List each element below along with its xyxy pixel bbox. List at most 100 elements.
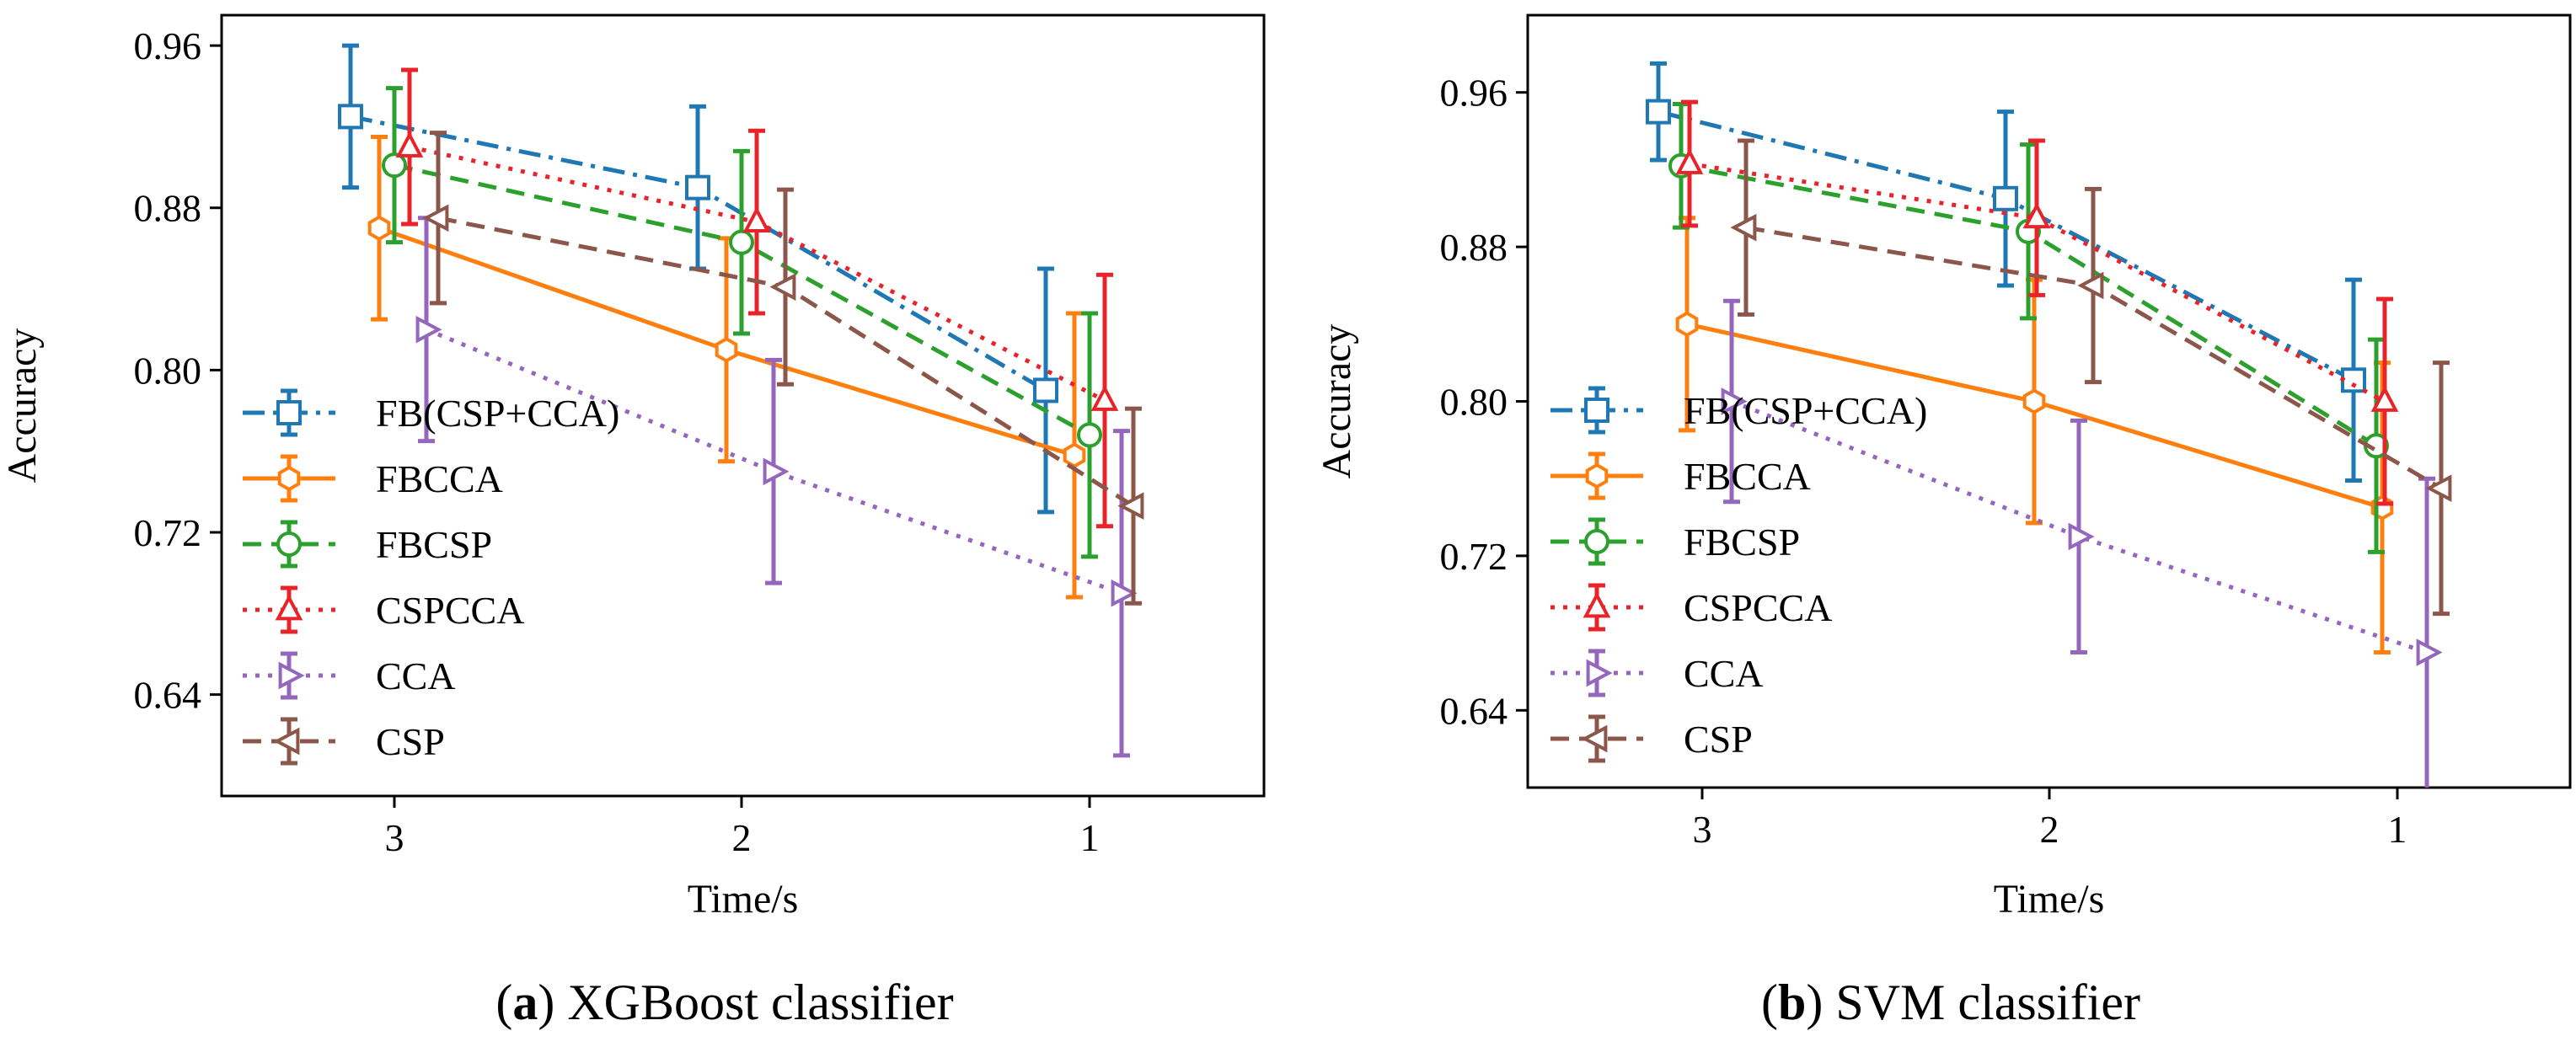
series-fb-csp-cca- xyxy=(1646,61,2366,483)
legend-label: CSPCCA xyxy=(376,589,524,632)
legend-item: CCA xyxy=(1550,649,1764,697)
legend-item: FB(CSP+CCA) xyxy=(1550,386,1927,435)
data-point xyxy=(2022,388,2046,414)
y-tick-label: 0.96 xyxy=(1440,72,1508,115)
x-axis-label: Time/s xyxy=(688,877,799,921)
legend-marker xyxy=(1583,591,1611,618)
data-point xyxy=(395,131,424,158)
series-cca xyxy=(1721,298,2443,788)
legend-label: CCA xyxy=(1684,652,1764,695)
caption-b: (b) SVM classifier xyxy=(1761,975,2140,1030)
legend-marker xyxy=(276,400,302,425)
data-point xyxy=(338,104,363,130)
legend-label: FB(CSP+CCA) xyxy=(376,392,619,435)
x-tick-label: 3 xyxy=(385,816,404,859)
data-point xyxy=(2022,202,2051,229)
legend-label: FBCCA xyxy=(1684,455,1811,498)
data-point xyxy=(742,206,771,232)
data-point xyxy=(2077,271,2104,300)
data-point xyxy=(1730,213,1757,242)
data-point xyxy=(2425,474,2452,502)
series-line xyxy=(1689,162,2386,403)
legend-label: FBCSP xyxy=(376,523,492,566)
y-axis-label: Accuracy xyxy=(0,329,45,483)
legend-item: FBCCA xyxy=(243,454,503,503)
series-csp xyxy=(422,131,1144,606)
data-point xyxy=(763,457,790,486)
series-csp xyxy=(1730,138,2452,617)
data-point xyxy=(1675,311,1699,338)
legend-item: CSPCCA xyxy=(1550,583,1832,632)
series-line xyxy=(426,327,1122,596)
x-tick-label: 1 xyxy=(2388,808,2407,851)
plot-area xyxy=(338,43,1144,758)
legend-marker xyxy=(1586,659,1613,687)
data-point xyxy=(1721,387,1748,415)
legend-marker xyxy=(275,594,303,621)
x-axis-label: Time/s xyxy=(1994,877,2105,921)
legend-marker xyxy=(277,465,301,492)
legend-label: CSPCCA xyxy=(1684,586,1832,629)
series-fbcsp xyxy=(382,86,1102,559)
data-point xyxy=(1063,442,1086,468)
y-tick-label: 0.80 xyxy=(1440,381,1508,424)
data-point xyxy=(367,215,391,242)
legend-marker xyxy=(1581,724,1608,753)
legend-marker xyxy=(276,532,302,557)
data-point xyxy=(1077,422,1102,448)
data-point xyxy=(1117,492,1144,520)
legend-label: CSP xyxy=(1684,718,1753,761)
data-point xyxy=(1675,147,1704,174)
y-tick-label: 0.64 xyxy=(1440,689,1508,732)
x-tick-label: 3 xyxy=(1693,808,1712,851)
legend-item: FB(CSP+CCA) xyxy=(243,388,619,437)
legend-marker xyxy=(1584,529,1609,554)
legend-label: FBCSP xyxy=(1684,521,1800,564)
legend-marker xyxy=(273,727,300,756)
legend-item: FBCSP xyxy=(1550,517,1800,566)
data-point xyxy=(685,174,710,200)
y-tick-label: 0.72 xyxy=(134,511,202,554)
data-point xyxy=(729,229,754,255)
data-point xyxy=(1090,384,1119,411)
legend-item: CSP xyxy=(1550,714,1753,763)
legend-label: CSP xyxy=(376,720,445,763)
data-point xyxy=(1111,579,1138,607)
legend-item: CSPCCA xyxy=(243,585,524,634)
data-point xyxy=(1646,99,1671,125)
legend: FB(CSP+CCA) FBCCA FBCSP CSPCCA CCA CSP xyxy=(1550,386,1927,763)
data-point xyxy=(2370,385,2399,412)
x-tick-label: 1 xyxy=(1080,816,1100,859)
y-tick-label: 0.96 xyxy=(134,24,202,67)
data-point xyxy=(769,273,796,301)
legend-marker xyxy=(278,661,305,690)
legend-label: FB(CSP+CCA) xyxy=(1684,389,1927,432)
chart-svm: 0.64 0.72 0.80 0.88 0.96 3 2 1 Time/s Accuracy FB(… xyxy=(1315,13,2572,921)
data-point xyxy=(715,336,738,363)
data-point xyxy=(2341,367,2366,393)
data-point xyxy=(382,152,407,179)
x-tick-label: 2 xyxy=(732,816,752,859)
caption-a: (a) XGBoost classifier xyxy=(495,975,953,1030)
series-fb-csp-cca- xyxy=(338,43,1058,515)
legend-item: FBCCA xyxy=(1550,451,1811,500)
y-axis-label: Accuracy xyxy=(1315,324,1359,479)
legend-marker xyxy=(1584,398,1609,423)
data-point xyxy=(422,204,449,232)
legend-label: CCA xyxy=(376,654,456,697)
legend-label: FBCCA xyxy=(376,457,503,500)
data-point xyxy=(1993,185,2018,211)
y-tick-label: 0.80 xyxy=(134,349,202,392)
legend-item: CSP xyxy=(243,717,445,766)
legend-item: CCA xyxy=(243,651,456,700)
y-tick-label: 0.72 xyxy=(1440,535,1508,578)
series-cspcca xyxy=(1675,99,2399,506)
data-point xyxy=(1033,377,1058,403)
y-tick-label: 0.88 xyxy=(1440,226,1508,269)
data-point xyxy=(2068,522,2095,551)
data-point xyxy=(2416,638,2443,666)
chart-xgboost: 0.64 0.72 0.80 0.88 0.96 3 2 1 Time/s Accuracy FB(… xyxy=(0,13,1266,921)
legend-marker xyxy=(1585,462,1609,489)
x-tick-label: 2 xyxy=(2040,808,2059,851)
series-cca xyxy=(415,216,1138,758)
